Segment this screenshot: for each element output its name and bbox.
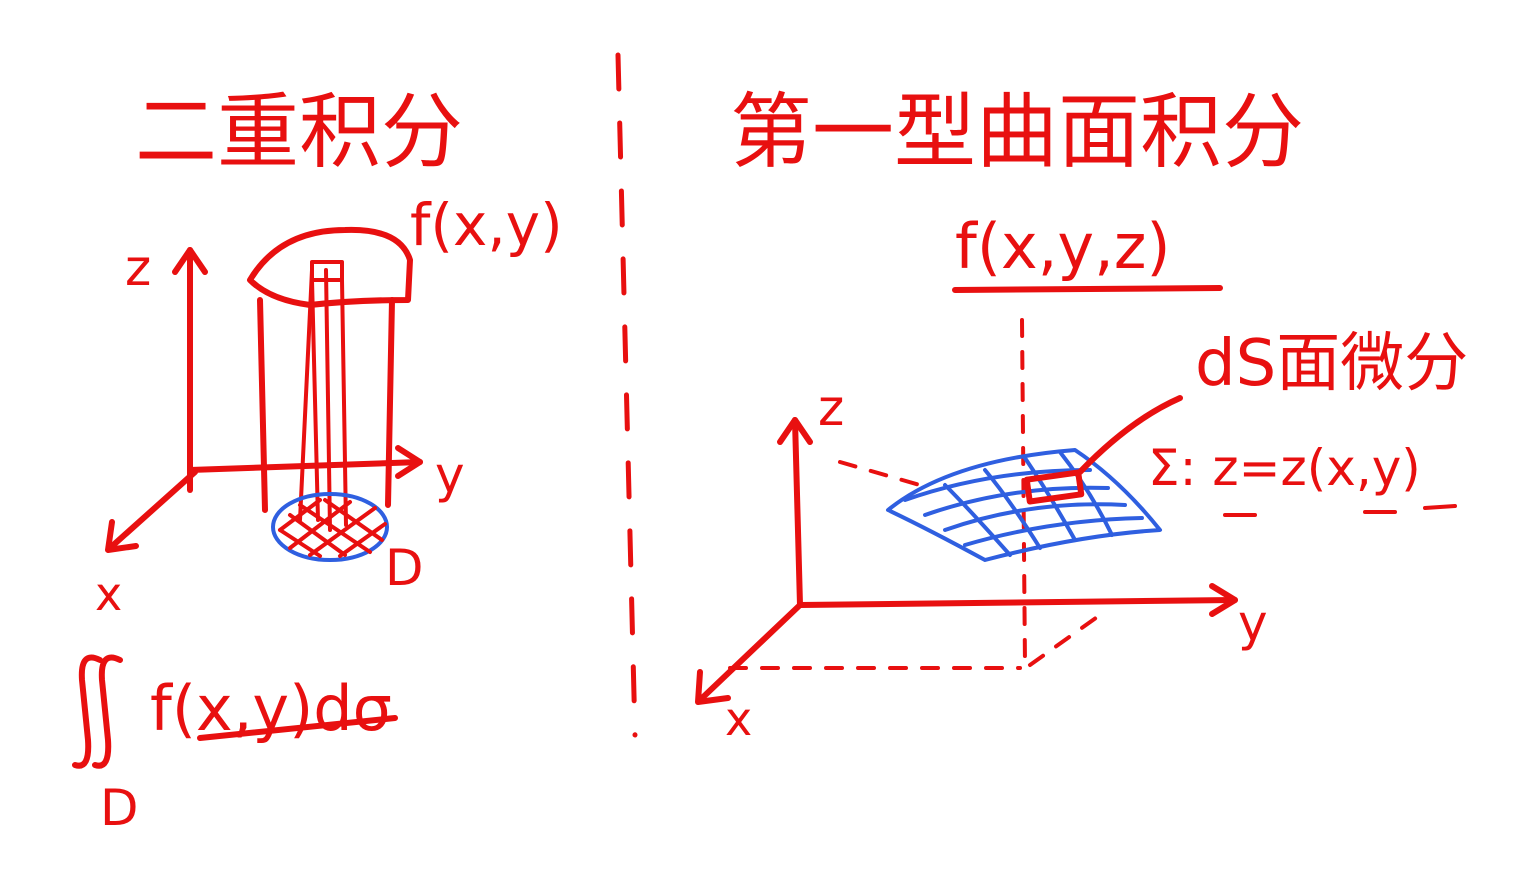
right-axis-y-label: y	[1238, 594, 1268, 652]
double-integral-formula: f(x,y)dσ D	[72, 654, 398, 837]
left-axis-z-label: z	[125, 239, 151, 297]
right-axis-x-label: x	[725, 692, 752, 746]
double-integral-title: 二重积分	[135, 85, 463, 180]
surface-element-ds	[1023, 395, 1183, 505]
left-function-label: f(x,y)	[410, 191, 563, 259]
formula-integrand: f(x,y)dσ	[150, 672, 392, 745]
formula-domain: D	[100, 779, 139, 837]
surface-integral-title: 第一型曲面积分	[730, 85, 1304, 180]
panel-divider	[615, 52, 638, 738]
equation-underlines	[1223, 504, 1457, 517]
left-axis-x-label: x	[95, 567, 122, 621]
function-underline	[952, 285, 1223, 293]
surface-sigma-mesh	[886, 448, 1162, 562]
left-axes	[105, 247, 423, 553]
double-integral-panel: 二重积分 f(x,y) z y x	[72, 85, 563, 837]
left-axis-y-label: y	[435, 446, 465, 504]
right-axis-z-label: z	[818, 379, 844, 437]
region-d-label: D	[385, 539, 424, 597]
left-volume-column	[247, 226, 413, 532]
region-d	[271, 492, 389, 562]
surface-integral-panel: 第一型曲面积分 f(x,y,z) z y x	[695, 85, 1468, 746]
surface-element-label: dS面微分	[1195, 327, 1468, 401]
surface-equation: Σ: z=z(x,y)	[1148, 439, 1421, 497]
right-function-label: f(x,y,z)	[955, 210, 1171, 283]
right-axes	[695, 417, 1238, 705]
